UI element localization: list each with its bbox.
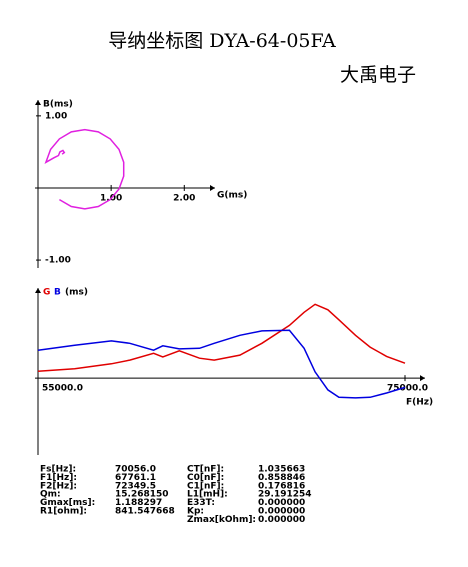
x-arrow xyxy=(420,375,425,382)
param-label: C0[nF]: xyxy=(187,473,224,483)
data-line xyxy=(37,329,406,399)
param-label: Zmax[kOhm]: xyxy=(187,515,256,525)
x-axis-label: G(ms) xyxy=(217,190,247,200)
y-arrow xyxy=(35,288,41,293)
y-tick-label: -1.00 xyxy=(45,256,71,266)
param-value: 1.035663 xyxy=(258,465,305,475)
x-arrow xyxy=(210,184,215,191)
legend-entry: B xyxy=(54,288,61,298)
y-arrow xyxy=(35,100,41,105)
param-label: F1[Hz]: xyxy=(40,473,77,483)
param-value: 15.268150 xyxy=(115,490,169,500)
y-axis-label: (ms) xyxy=(65,288,88,298)
param-label: Fs[Hz]: xyxy=(40,465,76,475)
param-label: CT[nF]: xyxy=(187,465,224,475)
param-value: 0.000000 xyxy=(258,515,305,525)
param-value: 72349.5 xyxy=(115,481,156,491)
param-value: 0.176816 xyxy=(258,481,305,491)
title: 导纳坐标图 DYA-64-05FA xyxy=(108,30,336,52)
data-line xyxy=(44,128,125,210)
x-tick-label: 55000.0 xyxy=(42,384,83,394)
x-tick-label: 75000.0 xyxy=(387,384,428,394)
brand: 大禹电子 xyxy=(340,64,416,86)
legend-entry: G xyxy=(43,288,50,298)
param-value: 0.000000 xyxy=(258,507,305,517)
param-value: 70056.0 xyxy=(115,465,156,475)
param-label: C1[nF]: xyxy=(187,481,224,491)
param-label: F2[Hz]: xyxy=(40,481,77,491)
x-axis-label: F(Hz) xyxy=(406,398,433,408)
param-label: Kp: xyxy=(187,507,204,517)
param-value: 841.547668 xyxy=(115,507,175,517)
y-tick-label: 1.00 xyxy=(45,111,67,121)
param-label: Gmax[ms]: xyxy=(40,498,95,508)
param-value: 29.191254 xyxy=(258,490,312,500)
x-tick-label: 2.00 xyxy=(173,193,195,203)
param-value: 0.000000 xyxy=(258,498,305,508)
param-value: 67761.1 xyxy=(115,473,156,483)
param-label: E33T: xyxy=(187,498,215,508)
param-value: 1.188297 xyxy=(115,498,162,508)
param-label: Qm: xyxy=(40,490,61,500)
param-label: L1[mH]: xyxy=(187,490,228,500)
data-line xyxy=(37,303,406,373)
param-label: R1[ohm]: xyxy=(40,507,87,517)
param-value: 0.858846 xyxy=(258,473,305,483)
y-axis-label: B(ms) xyxy=(43,100,73,110)
